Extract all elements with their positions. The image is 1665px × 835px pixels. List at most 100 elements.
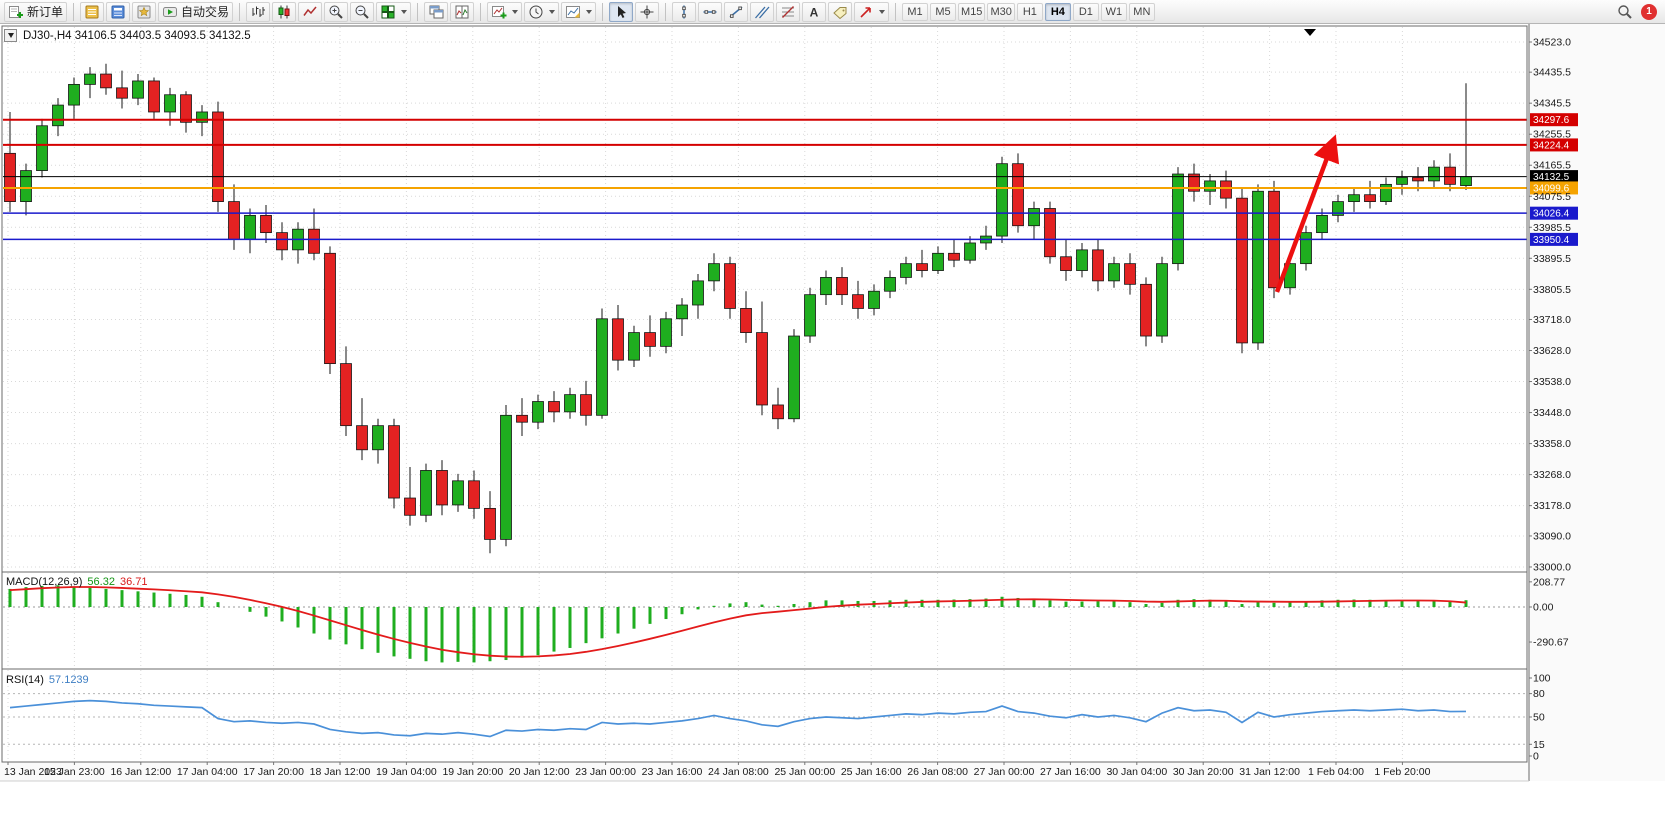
label-button[interactable]: [828, 1, 853, 22]
arrows-caret-icon: [879, 9, 886, 14]
time-axis-label: 19 Jan 20:00: [442, 766, 503, 778]
bear-candle: [852, 294, 864, 309]
trend-arrow-annotation[interactable]: [1274, 134, 1340, 293]
time-axis-label: 23 Jan 00:00: [575, 766, 636, 778]
toolbar-separator: [665, 2, 667, 21]
bear-candle: [516, 414, 528, 423]
bull-candle: [532, 401, 544, 423]
time-axis-label: 19 Jan 04:00: [376, 766, 437, 778]
one-click-dropdown-button[interactable]: [4, 29, 17, 42]
tile-windows-caret-icon: [401, 9, 408, 14]
rsi-value: 57.1239: [48, 674, 89, 686]
cascade-windows-button[interactable]: [424, 1, 449, 22]
price-axis-label: 33985.5: [1533, 222, 1571, 234]
channel-button[interactable]: [750, 1, 775, 22]
indicators-icon: [492, 5, 507, 18]
bear-candle: [356, 425, 368, 451]
rsi-axis-label: 50: [1533, 712, 1545, 724]
price-axis-label: 33805.5: [1533, 284, 1571, 296]
trendline-icon: [729, 5, 743, 18]
timeframe-m15[interactable]: M15: [958, 2, 986, 21]
bar-chart-icon: [252, 6, 266, 17]
bull-candle: [964, 242, 976, 261]
chart-shift-marker[interactable]: [1304, 29, 1316, 36]
data-window-button[interactable]: [106, 1, 131, 22]
rsi-panel-bg[interactable]: [2, 669, 1527, 762]
tile-windows-button[interactable]: [376, 1, 412, 22]
bear-candle: [1444, 166, 1456, 185]
bar-chart-button[interactable]: [246, 1, 271, 22]
arrows-tool-button[interactable]: [854, 1, 890, 22]
data-window-icon: [111, 5, 125, 18]
tile-windows-icon: [381, 5, 395, 18]
timeframe-h1[interactable]: H1: [1016, 2, 1043, 21]
price-axis-label: 34165.5: [1533, 160, 1571, 172]
timeframe-m1[interactable]: M1: [902, 2, 929, 21]
notification-badge[interactable]: 1: [1641, 3, 1657, 20]
trendline-button[interactable]: [724, 1, 749, 22]
vertical-line-button[interactable]: [672, 1, 697, 22]
time-axis-strip[interactable]: [0, 762, 1529, 781]
timeframe-mn[interactable]: MN: [1128, 2, 1155, 21]
candle-chart-button[interactable]: [272, 1, 297, 22]
rsi-panel: 100 80 50 150: [3, 673, 1551, 763]
zoom-in-button[interactable]: [324, 1, 349, 22]
periods-button[interactable]: [524, 1, 560, 22]
new-order-icon: [9, 5, 23, 18]
market-watch-icon: [85, 5, 99, 18]
price-axis-label: 34435.5: [1533, 67, 1571, 79]
line-chart-button[interactable]: [298, 1, 323, 22]
market-watch-button[interactable]: [80, 1, 105, 22]
text-button[interactable]: A: [802, 1, 827, 22]
bull-candle: [1332, 201, 1344, 216]
new-order-button[interactable]: 新订单: [4, 1, 68, 22]
price-tag: [1530, 138, 1578, 152]
bear-candle: [1220, 180, 1232, 199]
crosshair-button[interactable]: [635, 1, 660, 22]
bull-candle: [692, 280, 704, 306]
timeframe-m5[interactable]: M5: [930, 2, 957, 21]
label-tag-icon: [833, 6, 847, 19]
bear-candle: [948, 252, 960, 261]
bull-candle: [1396, 177, 1408, 185]
bear-candle: [340, 363, 352, 427]
cascade-windows-icon: [429, 5, 444, 18]
bear-candle: [644, 332, 656, 347]
search-button[interactable]: [1613, 2, 1637, 22]
timeframe-d1[interactable]: D1: [1072, 2, 1099, 21]
bear-candle: [1188, 173, 1200, 192]
cursor-button[interactable]: [609, 1, 634, 22]
timeframe-h4[interactable]: H4: [1044, 2, 1071, 21]
horizontal-line-button[interactable]: [698, 1, 723, 22]
price-axis-label: 33000.0: [1533, 561, 1571, 573]
bull-candle: [132, 80, 144, 99]
main-panel-bg[interactable]: [2, 26, 1527, 572]
macd-panel-bg[interactable]: [2, 572, 1527, 669]
tile-vertical-icon: [455, 5, 469, 18]
bull-candle: [900, 263, 912, 278]
toolbar-separator: [239, 2, 241, 21]
fibonacci-button[interactable]: [776, 1, 801, 22]
price-axis-label: 33090.0: [1533, 530, 1571, 542]
bull-candle: [708, 263, 720, 282]
periods-caret-icon: [549, 9, 556, 14]
timeframe-w1[interactable]: W1: [1100, 2, 1127, 21]
price-axis-label: 33358.0: [1533, 438, 1571, 450]
indicators-button[interactable]: [487, 1, 523, 22]
navigator-button[interactable]: [132, 1, 157, 22]
panel-borders: [0, 24, 1530, 782]
zoom-out-button[interactable]: [350, 1, 375, 22]
time-axis-label: 31 Jan 12:00: [1239, 766, 1300, 778]
bull-candle: [36, 125, 48, 171]
timeframe-m30[interactable]: M30: [987, 2, 1015, 21]
bear-candle: [180, 94, 192, 123]
tile-vertical-button[interactable]: [450, 1, 475, 22]
time-axis-label: 30 Jan 20:00: [1173, 766, 1234, 778]
templates-button[interactable]: [561, 1, 597, 22]
rsi-axis-label: 0: [1533, 751, 1539, 763]
time-axis-label: 23 Jan 16:00: [642, 766, 703, 778]
autotrade-button[interactable]: 自动交易: [158, 1, 234, 22]
